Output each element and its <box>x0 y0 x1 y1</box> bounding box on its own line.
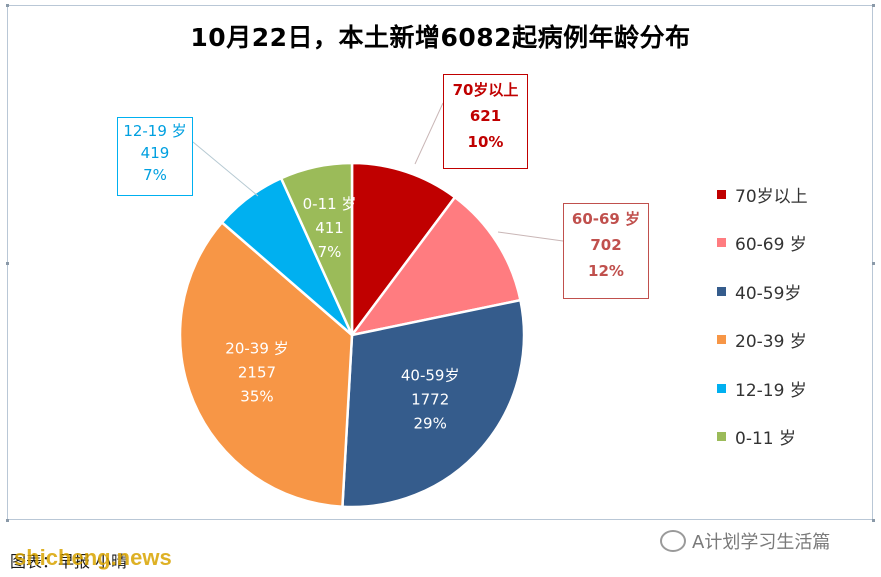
legend-item-60-69: 60-69 岁 <box>717 230 807 255</box>
slice-percent-40-59: 29% <box>414 414 447 432</box>
callout-12-19-value: 419 <box>140 144 170 162</box>
slice-label-20-39: 20-39 岁 <box>225 339 288 357</box>
wechat-icon <box>660 530 686 552</box>
slice-label-40-59: 40-59岁 <box>401 366 460 384</box>
leader-line-12-19 <box>192 141 259 197</box>
account-name: A计划学习生活篇 <box>692 532 831 553</box>
resize-handle-right[interactable] <box>872 262 875 265</box>
legend-item-0-11: 0-11 岁 <box>717 424 796 449</box>
legend-label: 12-19 岁 <box>735 380 807 401</box>
pie-slice-0-11 <box>279 161 354 336</box>
legend-label: 0-11 岁 <box>735 428 796 449</box>
callout-70plus-label: 70岁以上 <box>452 81 519 99</box>
pie-slice-40-59 <box>341 298 526 509</box>
legend-swatch <box>717 431 726 441</box>
callout-12-19-percent: 7% <box>143 166 167 184</box>
legend-item-40-59: 40-59岁 <box>717 279 802 304</box>
callout-12-19: 12-19 岁 419 7% <box>117 117 193 196</box>
callout-60-69-value: 702 <box>590 236 622 254</box>
callout-60-69-label: 60-69 岁 <box>571 210 641 228</box>
leader-line-70plus <box>414 102 444 165</box>
pie-slice-20-39 <box>178 220 354 509</box>
callout-70plus-value: 621 <box>469 107 502 125</box>
legend-label: 60-69 岁 <box>735 234 807 255</box>
legend-item-12-19: 12-19 岁 <box>717 376 807 401</box>
legend-swatch <box>717 237 726 247</box>
slice-percent-0-11: 7% <box>318 243 342 261</box>
watermark: shicheng.news <box>14 545 172 570</box>
resize-handle-top-right[interactable] <box>872 4 875 7</box>
legend-swatch <box>717 286 726 296</box>
legend-item-70plus: 70岁以上 <box>717 182 808 207</box>
legend-swatch <box>717 383 726 393</box>
callout-60-69: 60-69 岁 702 12% <box>563 203 649 299</box>
slice-value-0-11: 411 <box>315 219 344 237</box>
legend-label: 70岁以上 <box>735 186 808 207</box>
source-credit: 图表：早报 小晴 <box>10 552 128 571</box>
slice-label-0-11: 0-11 岁 <box>303 195 357 213</box>
chart-title: 10月22日，本土新增6082起病例年龄分布 <box>190 23 691 52</box>
callout-12-19-label: 12-19 岁 <box>123 122 187 140</box>
pie-chart: 40-59岁 1772 29% 20-39 岁 2157 35% 0-11 岁 411 7% <box>178 102 564 509</box>
legend-item-20-39: 20-39 岁 <box>717 327 807 352</box>
slice-value-40-59: 1772 <box>411 390 449 408</box>
slice-value-20-39: 2157 <box>238 363 276 381</box>
legend-swatch <box>717 189 726 199</box>
callout-70plus-percent: 10% <box>467 133 504 151</box>
callout-70plus: 70岁以上 621 10% <box>443 74 528 169</box>
resize-handle-bottom-right[interactable] <box>872 519 875 522</box>
leader-line-60-69 <box>497 231 564 242</box>
pie-slice-70plus <box>350 161 457 339</box>
pie-slice-60-69 <box>349 195 522 337</box>
resize-handle-left[interactable] <box>6 262 9 265</box>
resize-handle-bottom-left[interactable] <box>6 519 9 522</box>
legend-label: 20-39 岁 <box>735 331 807 352</box>
account-tag: A计划学习生活篇 <box>660 528 830 554</box>
resize-handle-top-left[interactable] <box>6 4 9 7</box>
legend-swatch <box>717 334 726 344</box>
slice-percent-20-39: 35% <box>240 387 273 405</box>
callout-60-69-percent: 12% <box>588 262 624 280</box>
legend-label: 40-59岁 <box>735 283 802 304</box>
